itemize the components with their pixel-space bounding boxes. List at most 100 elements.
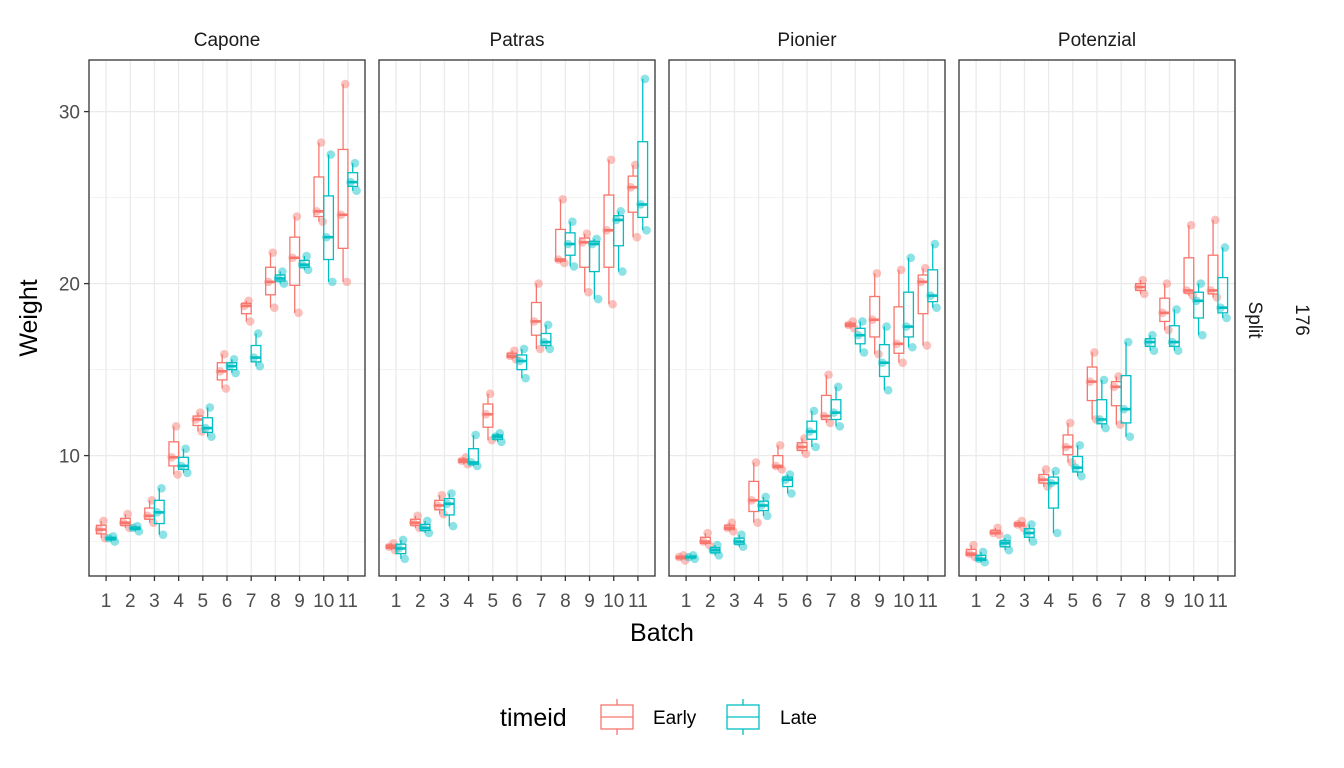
x-tick-label: 2 — [705, 591, 716, 612]
point-early — [437, 490, 447, 500]
point-early — [1037, 475, 1046, 484]
y-tick-label: 10 — [59, 447, 80, 468]
row-strip-label-2: 176 — [1291, 304, 1312, 336]
box-body — [1207, 254, 1219, 295]
point-late — [1148, 330, 1157, 340]
point-late — [545, 344, 555, 354]
point-early — [191, 415, 201, 424]
facet-label-capone: Capone — [194, 30, 261, 51]
point-early — [1164, 325, 1173, 335]
box-late-9 — [588, 238, 600, 300]
box-late-8 — [564, 221, 576, 267]
point-late — [708, 545, 718, 555]
box-late-5 — [202, 407, 214, 437]
facet-panel-pionier: Pionier 1 2 3 4 5 6 7 8 9 10 11 — [668, 30, 946, 612]
box-late-2 — [709, 545, 721, 556]
x-tick-label: 7 — [536, 591, 547, 612]
point-early — [898, 358, 907, 368]
box-late-11 — [347, 163, 359, 191]
point-early — [819, 411, 829, 421]
point-late — [926, 291, 935, 300]
point-late — [1101, 423, 1110, 433]
box-body — [878, 344, 890, 378]
point-late — [833, 382, 843, 392]
point-late — [442, 499, 452, 509]
point-late — [176, 461, 186, 471]
point-late — [714, 551, 724, 560]
point-late — [495, 428, 505, 438]
point-early — [698, 537, 708, 546]
point-late — [273, 274, 283, 283]
box-body — [250, 344, 262, 363]
point-early — [626, 182, 636, 192]
box-late-7 — [1120, 342, 1132, 437]
point-late — [278, 267, 287, 276]
point-late — [422, 516, 432, 526]
box-body — [177, 456, 189, 471]
x-tick-label: 4 — [1043, 591, 1054, 612]
box-early-5 — [1062, 422, 1074, 463]
point-early — [606, 155, 616, 165]
box-body — [830, 399, 842, 421]
point-late — [448, 521, 458, 531]
point-late — [636, 200, 645, 209]
box-body — [637, 141, 649, 219]
box-late-10 — [613, 211, 625, 272]
point-late — [1123, 337, 1133, 347]
point-early — [94, 525, 104, 534]
box-body — [903, 291, 915, 338]
point-late — [352, 186, 361, 196]
box-late-1 — [105, 536, 117, 542]
point-early — [825, 418, 835, 428]
box-early-2 — [119, 514, 131, 528]
box-body — [1047, 476, 1059, 509]
box-late-11 — [1217, 247, 1229, 318]
facet-label-patras: Patras — [490, 30, 545, 51]
point-early — [723, 523, 732, 533]
point-early — [312, 207, 322, 216]
point-late — [906, 253, 916, 263]
legend-key-late — [726, 699, 760, 735]
point-early — [1182, 286, 1192, 295]
x-tick-label: 6 — [802, 591, 813, 612]
point-late — [1077, 471, 1086, 481]
box-late-11 — [927, 244, 939, 308]
box-late-3 — [443, 493, 455, 527]
box-early-4 — [748, 462, 760, 523]
point-late — [447, 489, 456, 498]
point-late — [737, 530, 746, 540]
box-late-9 — [298, 256, 310, 270]
point-late — [1051, 466, 1060, 476]
box-early-6 — [216, 354, 228, 389]
point-late — [157, 483, 166, 493]
point-early — [775, 440, 785, 450]
box-late-4 — [467, 434, 479, 466]
x-tick-label: 3 — [439, 591, 450, 612]
point-late — [418, 523, 428, 533]
point-early — [1210, 215, 1220, 225]
point-late — [853, 330, 863, 340]
x-tick-label: 1 — [971, 591, 982, 612]
point-early — [729, 526, 738, 536]
facet-panel-capone: Capone 1 2 3 4 5 6 7 8 9 10 11 — [88, 30, 366, 612]
point-late — [108, 532, 118, 541]
point-late — [1149, 346, 1159, 355]
point-early — [771, 461, 781, 471]
x-axis-title: Batch — [630, 619, 694, 647]
x-tick-label: 8 — [560, 591, 571, 612]
legend: timeid Early Late — [500, 699, 817, 735]
point-late — [328, 277, 337, 287]
point-early — [408, 518, 418, 527]
point-late — [398, 535, 408, 545]
box-late-10 — [903, 257, 915, 348]
point-late — [684, 552, 694, 562]
box-body — [443, 497, 455, 516]
box-early-6 — [1086, 352, 1098, 420]
point-late — [1192, 296, 1201, 306]
facet-panel-patras: Patras 1 2 3 4 5 6 7 8 9 10 11 — [378, 30, 656, 612]
box-body — [1168, 325, 1180, 348]
point-early — [316, 138, 326, 147]
point-early — [632, 232, 642, 242]
x-tick-label: 8 — [270, 591, 281, 612]
box-early-11 — [1207, 219, 1219, 298]
